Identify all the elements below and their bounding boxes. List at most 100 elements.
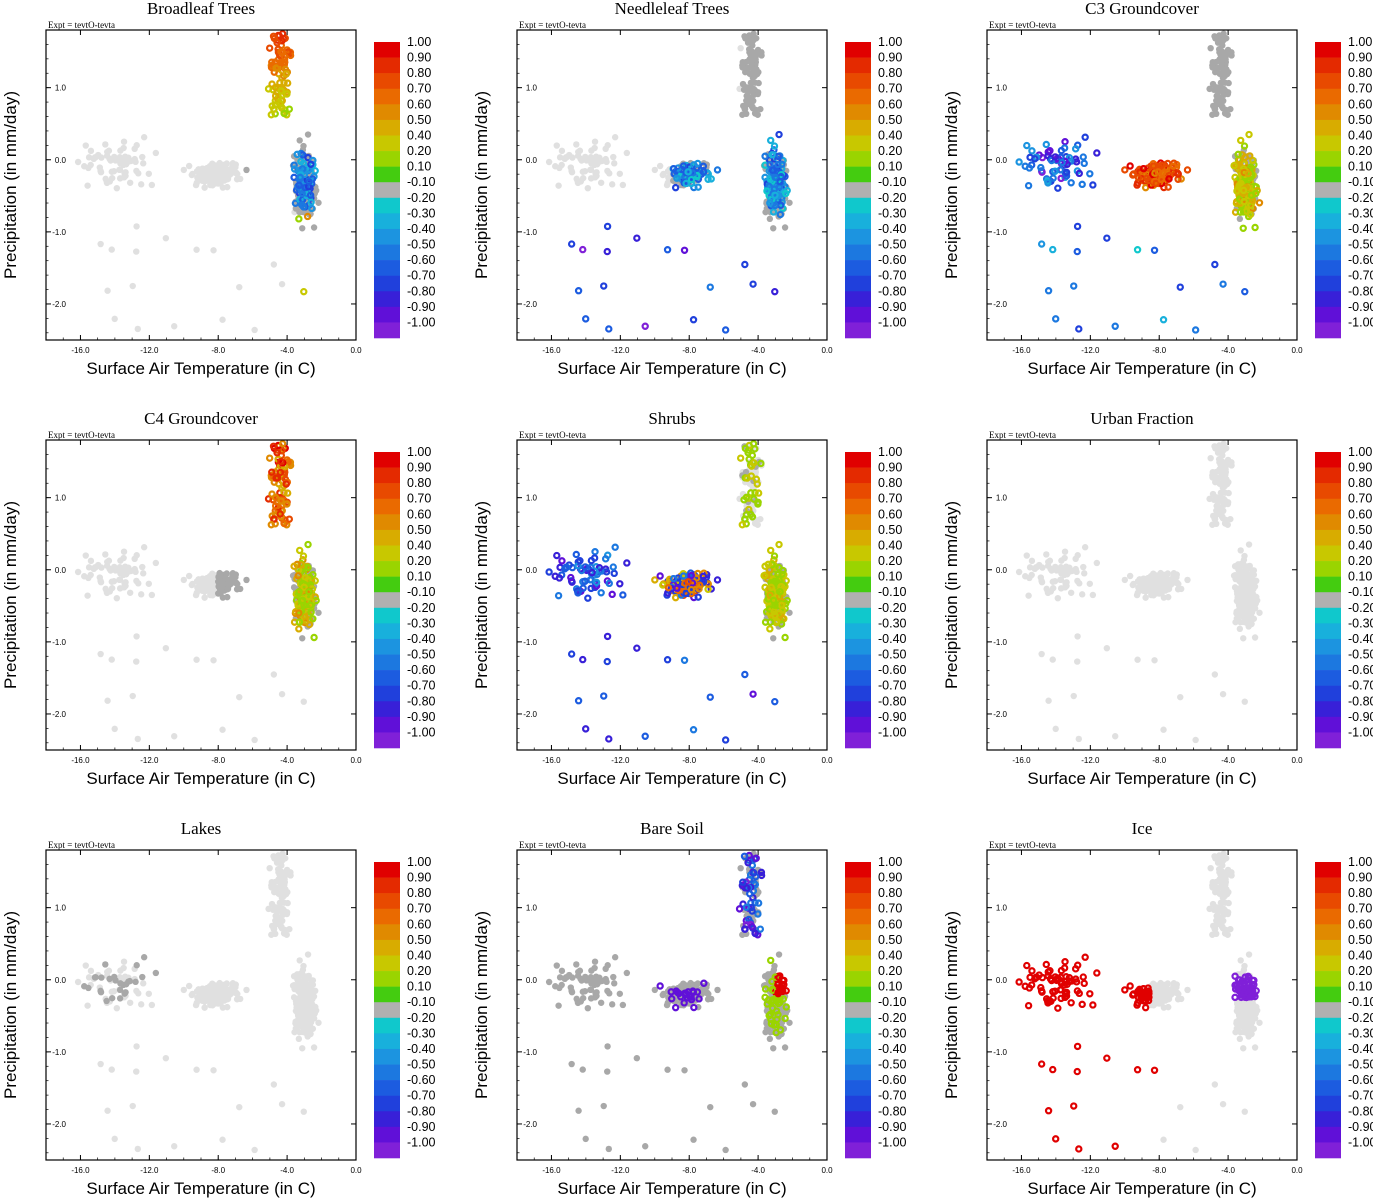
colorbar-label: 0.10 [407,980,431,994]
colorbar-swatch [374,135,400,152]
data-point [162,644,170,652]
data-point [1177,693,1184,701]
data-point [778,570,786,578]
data-point [1219,447,1227,454]
data-point [116,166,123,174]
colorbar-swatch [374,151,400,167]
points-layer [545,850,793,1154]
data-point [315,1019,322,1026]
data-point [1164,570,1171,577]
data-point [96,574,103,581]
data-point [310,224,318,231]
data-point [290,994,298,1001]
panel-title: C3 Groundcover [1085,0,1199,18]
data-point [74,158,82,166]
colorbar-label: 0.90 [407,871,431,885]
data-point [579,655,587,664]
y-tick-label: -1.0 [52,228,66,237]
data-point [582,153,589,161]
data-point [97,650,104,658]
colorbar-label: -0.70 [878,269,907,283]
data-point [774,152,782,161]
data-point [588,147,595,154]
data-point [291,1028,298,1036]
data-point [773,617,781,625]
colorbar-label: 0.10 [407,570,431,584]
data-point [270,671,278,678]
colorbar: 1.000.900.800.700.600.500.400.200.10-0.1… [1315,35,1373,339]
colorbar-label: 0.20 [1348,144,1372,158]
data-point [741,515,749,523]
data-point [126,589,134,596]
colorbar-label: 0.60 [878,97,902,111]
data-point [129,282,136,290]
data-point [664,583,673,592]
data-point [1134,589,1141,597]
data-point [217,572,224,579]
data-point [611,160,618,167]
data-point [1081,570,1088,577]
data-point [1044,562,1052,569]
points-layer [1015,440,1263,744]
data-point [770,607,778,616]
data-point [741,105,748,113]
data-point [1154,168,1162,176]
data-point [1236,588,1244,595]
data-point [600,692,608,700]
data-point [1247,621,1254,628]
colorbar-swatch [1315,654,1341,671]
colorbar-label: -0.70 [1348,269,1373,283]
x-tick-label: -4.0 [1221,756,1235,765]
data-point [103,997,110,1005]
colorbar-label: -0.80 [407,694,436,708]
colorbar-label: -0.60 [407,1073,436,1087]
data-point [1239,224,1247,232]
colorbar-swatch [1315,182,1341,199]
data-point [1184,576,1191,584]
data-point [741,260,749,269]
data-point [300,287,308,296]
colorbar-label: 1.00 [407,855,431,869]
data-point [117,557,124,564]
data-point [1073,247,1081,256]
data-point [209,982,216,990]
data-point [1158,572,1165,579]
data-point [280,78,288,87]
data-point [1240,608,1248,615]
colorbar-label: 0.80 [878,66,902,80]
data-point [280,109,289,118]
data-point [611,543,619,551]
data-point [296,173,304,182]
data-point [771,287,779,296]
data-point [1225,48,1233,56]
x-tick-label: -4.0 [751,756,765,765]
data-point [1224,480,1231,488]
data-point [1236,215,1244,223]
data-point [581,563,589,571]
data-point [782,189,790,198]
data-point [74,568,82,576]
colorbar-label: 0.50 [878,113,902,127]
colorbar-label: 0.40 [1348,538,1372,552]
data-point [1252,183,1260,191]
x-tick-label: -4.0 [1221,346,1235,355]
data-point [776,588,784,596]
colorbar-label: -0.80 [878,694,907,708]
data-point [117,980,124,987]
data-point [695,581,704,589]
data-point [295,588,303,596]
colorbar-label: -0.50 [407,1058,436,1072]
data-point [310,1044,318,1051]
data-point [749,440,758,448]
data-point [1165,593,1172,601]
data-point [210,657,217,664]
data-point [209,162,216,170]
colorbar-label: -0.10 [407,995,436,1009]
data-point [84,1002,91,1009]
data-point [1245,541,1253,548]
data-point [298,201,306,209]
data-point [1026,574,1033,582]
colorbar-swatch [374,197,400,214]
